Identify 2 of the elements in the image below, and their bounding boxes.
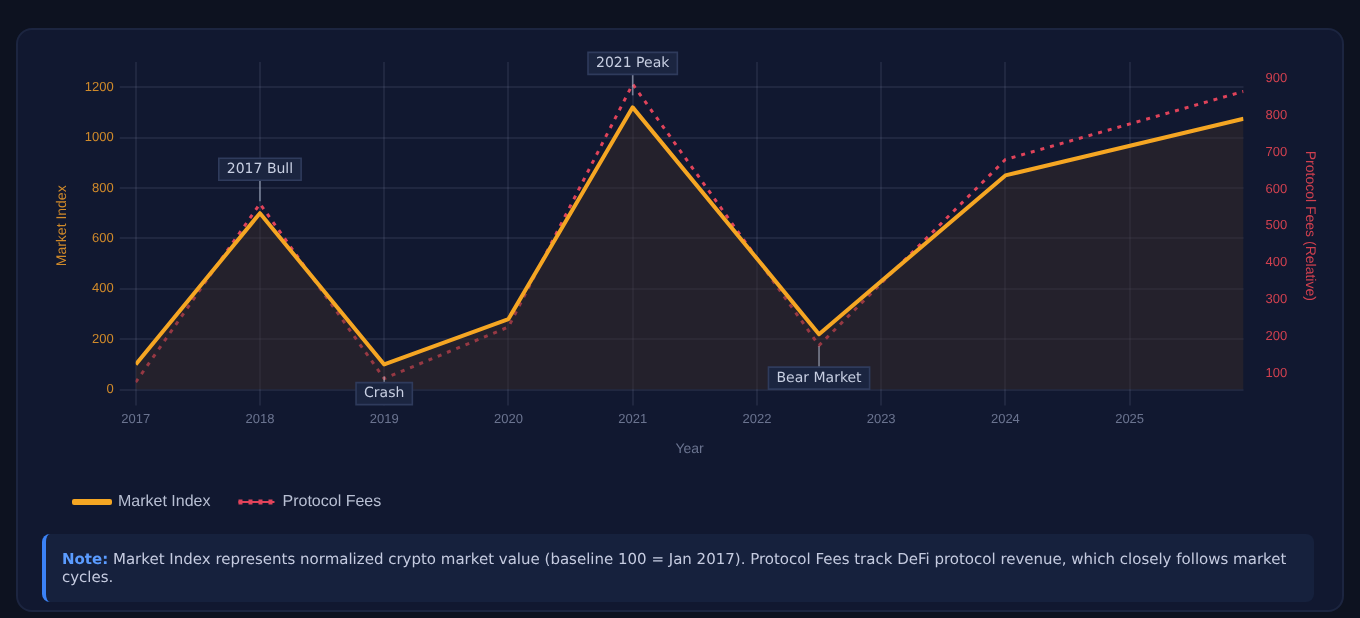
legend-label: Market Index <box>118 492 211 511</box>
legend-label: Protocol Fees <box>282 492 382 511</box>
